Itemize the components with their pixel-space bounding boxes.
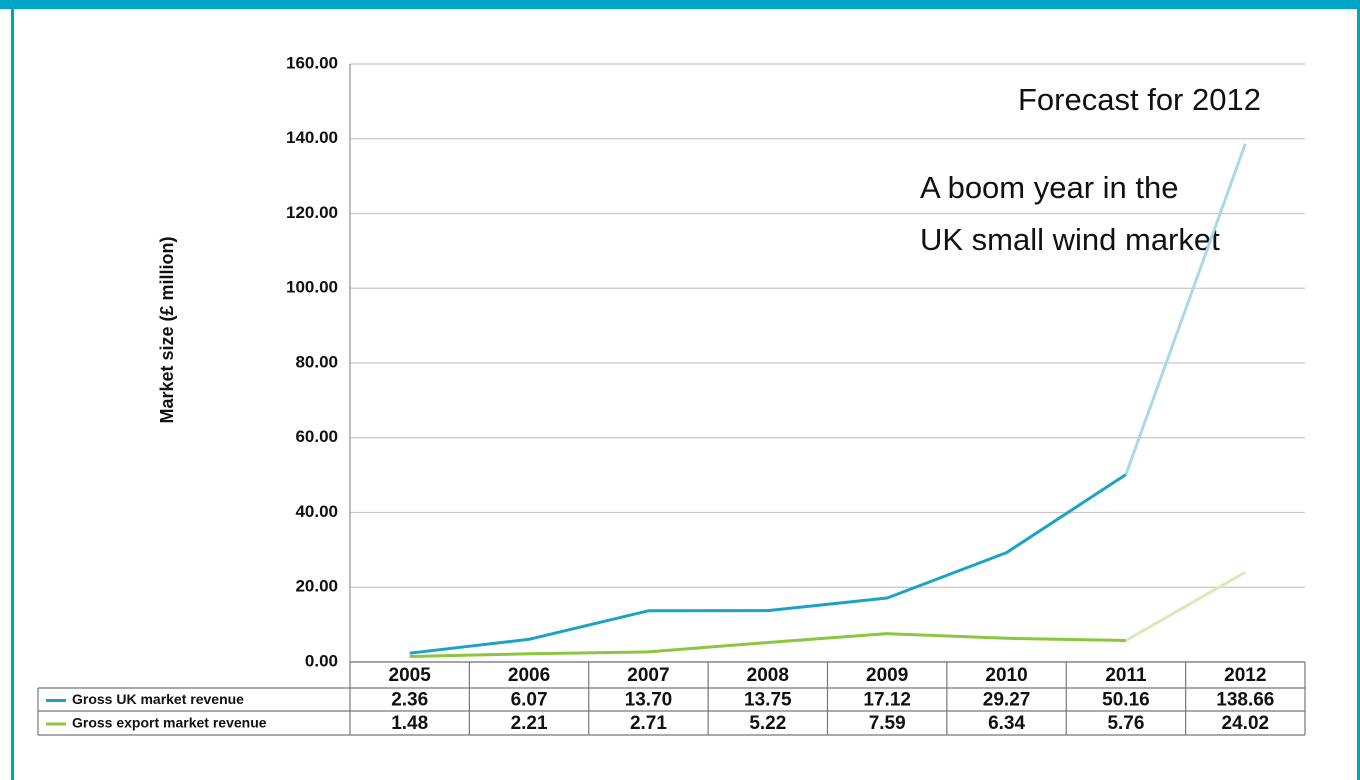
data-label: 138.66: [1216, 690, 1274, 711]
annotation: UK small wind market: [920, 222, 1220, 257]
x-tick-label: 2008: [747, 665, 789, 686]
x-tick-label: 2006: [508, 665, 550, 686]
legend-label: Gross export market revenue: [72, 715, 267, 731]
y-tick-label: 20.00: [295, 577, 338, 596]
data-label: 13.75: [744, 690, 792, 711]
y-tick-label: 60.00: [295, 427, 338, 446]
data-label: 13.70: [625, 690, 673, 711]
y-tick-label: 160.00: [286, 53, 338, 72]
x-tick-label: 2011: [1105, 665, 1147, 686]
series-line: [409, 473, 1127, 655]
data-label: 1.48: [391, 713, 428, 734]
data-label: 2.36: [391, 690, 428, 711]
x-tick-label: 2005: [389, 665, 432, 686]
forecast-line: [1124, 143, 1247, 476]
series-line: [409, 632, 1126, 658]
y-tick-label: 120.00: [286, 203, 338, 222]
data-label: 7.59: [869, 713, 906, 734]
y-tick-label: 100.00: [286, 278, 338, 297]
y-axis-label: Market size (£ million): [157, 236, 177, 423]
forecast-line: [1125, 570, 1247, 642]
x-tick-label: 2010: [985, 665, 1027, 686]
y-tick-label: 140.00: [286, 128, 338, 147]
top-bar: [0, 0, 1360, 9]
x-tick-label: 2012: [1224, 665, 1266, 686]
data-label: 2.71: [630, 713, 667, 734]
data-label: 5.22: [749, 713, 786, 734]
y-tick-label: 40.00: [295, 502, 338, 521]
data-label: 24.02: [1222, 713, 1270, 734]
legend-label: Gross UK market revenue: [72, 691, 244, 707]
right-border: [1357, 0, 1360, 780]
left-border: [11, 0, 14, 780]
data-label: 50.16: [1102, 690, 1150, 711]
y-tick-label: 0.00: [305, 651, 338, 670]
data-label: 6.34: [988, 713, 1025, 734]
data-label: 6.07: [511, 690, 548, 711]
y-tick-label: 80.00: [295, 352, 338, 371]
annotation: A boom year in the: [920, 170, 1179, 205]
x-tick-label: 2009: [866, 665, 908, 686]
data-label: 17.12: [863, 690, 911, 711]
annotation: Forecast for 2012: [1018, 82, 1261, 117]
data-label: 5.76: [1107, 713, 1144, 734]
data-label: 29.27: [983, 690, 1031, 711]
x-tick-label: 2007: [627, 665, 669, 686]
data-label: 2.21: [511, 713, 548, 734]
